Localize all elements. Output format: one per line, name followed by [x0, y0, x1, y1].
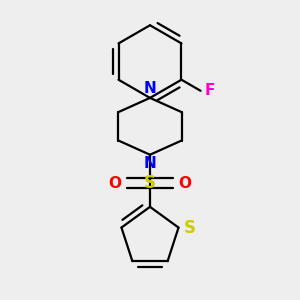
Text: S: S: [183, 219, 195, 237]
Text: O: O: [178, 176, 191, 191]
Text: N: N: [144, 156, 156, 171]
Text: N: N: [144, 81, 156, 96]
Text: O: O: [109, 176, 122, 191]
Text: F: F: [204, 83, 215, 98]
Text: S: S: [144, 174, 156, 192]
